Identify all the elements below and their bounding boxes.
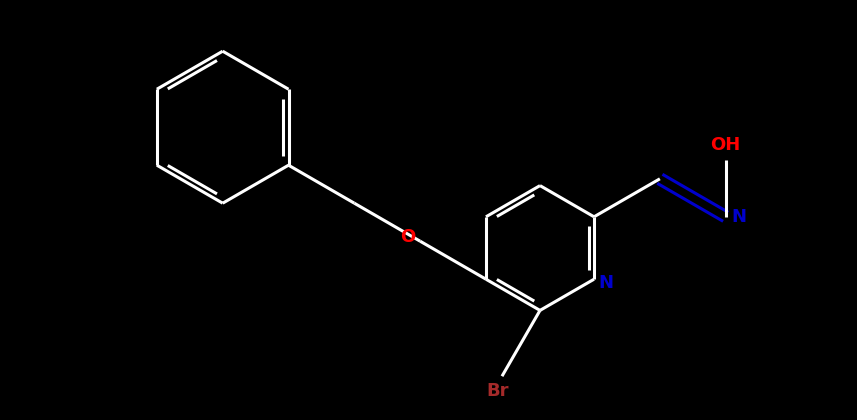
Text: Br: Br [487, 382, 509, 399]
Text: O: O [399, 228, 415, 246]
Text: N: N [731, 208, 746, 226]
Text: OH: OH [710, 136, 740, 155]
Text: N: N [598, 274, 614, 292]
